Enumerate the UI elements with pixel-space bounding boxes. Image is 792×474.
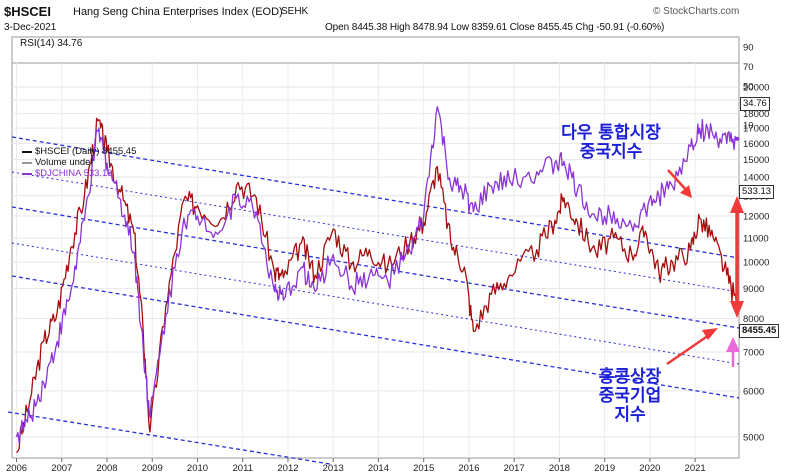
legend-djchina-label: $DJCHINA 533.13 <box>35 168 113 179</box>
arrow-bottom-head <box>702 328 718 340</box>
ohlc-readout: Open 8445.38 High 8478.94 Low 8359.61 Cl… <box>325 22 665 33</box>
annotation-line: 중국기업 <box>598 386 662 406</box>
y-axis: 5000600070008000900010000110001200013000… <box>743 83 769 444</box>
y-tick-label: 8000 <box>743 314 764 325</box>
pink-arrow-head <box>726 337 740 352</box>
channel-line <box>7 411 331 465</box>
y-tick-label: 7000 <box>743 348 764 359</box>
x-tick-label: 2018 <box>549 463 570 474</box>
x-tick-label: 2007 <box>51 463 72 474</box>
arrow-top-head <box>680 185 692 198</box>
rsi-tick-label: 90 <box>743 42 754 53</box>
exchange: SEHK <box>281 6 309 17</box>
x-tick-label: 2016 <box>458 463 479 474</box>
rsi-tick-label: 50 <box>743 82 754 93</box>
y-tick-label: 12000 <box>743 211 769 222</box>
djchina-value-badge: 533.13 <box>739 185 775 199</box>
y-tick-label: 9000 <box>743 284 764 295</box>
y-tick-label: 6000 <box>743 386 764 397</box>
rsi-tick-label: 70 <box>743 62 754 73</box>
y-tick-label: 10000 <box>743 258 769 269</box>
channel-line <box>11 275 740 399</box>
legend-hscei: $HSCEI (Daily) 8455.45 <box>22 146 136 157</box>
x-tick-label: 2020 <box>639 463 660 474</box>
x-axis: 2006 2007 2008 2009 2010 2011 2012 2013 2014 2015… <box>6 458 706 474</box>
annotation-djchina: 다우 통합시장 중국지수 <box>536 124 686 162</box>
y-tick-label: 15000 <box>743 155 769 166</box>
gap-arrow-down <box>730 301 744 318</box>
legend-volume-label: Volume undef <box>35 157 94 168</box>
annotation-hscei: 홍콩상장 중국기업 지수 <box>586 368 674 425</box>
y-tick-label: 11000 <box>743 233 769 244</box>
x-tick-label: 2019 <box>594 463 615 474</box>
annotation-line: 중국지수 <box>579 142 643 162</box>
x-tick-label: 2011 <box>233 463 253 474</box>
annotation-line: 지수 <box>614 405 646 425</box>
x-tick-label: 2013 <box>323 463 344 474</box>
rsi-value-badge: 34.76 <box>740 97 770 111</box>
arrow-top-line <box>667 169 689 193</box>
gap-arrow-up <box>730 196 744 213</box>
legend-volume: Volume undef <box>22 157 136 168</box>
x-tick-label: 2017 <box>504 463 525 474</box>
y-tick-label: 14000 <box>743 173 769 184</box>
annotation-line: 홍콩상장 <box>598 367 662 387</box>
y-tick-label: 17000 <box>743 124 769 135</box>
x-tick-label: 2021 <box>685 463 706 474</box>
index-name: Hang Seng China Enterprises Index (EOD) <box>73 6 283 18</box>
source-credit: © StockCharts.com <box>653 6 740 17</box>
hscei-value-badge: 8455.45 <box>739 324 780 338</box>
symbol: $HSCEI <box>4 4 51 19</box>
annotation-line: 다우 통합시장 <box>561 123 661 143</box>
legend: $HSCEI (Daily) 8455.45 Volume undef $DJC… <box>22 146 136 179</box>
rsi-label: RSI(14) 34.76 <box>20 38 83 49</box>
date: 3-Dec-2021 <box>4 22 57 33</box>
channel-line <box>11 136 740 259</box>
series-hscei-line <box>16 117 738 454</box>
series-last-point <box>735 136 740 141</box>
x-tick-label: 2008 <box>96 463 117 474</box>
x-tick-label: 2006 <box>6 463 27 474</box>
annotation-arrows <box>666 169 744 367</box>
legend-hscei-label: $HSCEI (Daily) 8455.45 <box>35 146 137 157</box>
x-tick-label: 2010 <box>187 463 208 474</box>
y-tick-label: 5000 <box>743 432 764 443</box>
x-tick-label: 2014 <box>368 463 389 474</box>
y-tick-label: 20000 <box>743 83 769 94</box>
legend-djchina: $DJCHINA 533.13 <box>22 168 136 179</box>
x-tick-label: 2015 <box>413 463 434 474</box>
y-tick-label: 16000 <box>743 139 769 150</box>
series-djchina-line <box>15 106 738 444</box>
x-tick-label: 2012 <box>277 463 298 474</box>
arrow-bottom-line <box>666 331 713 366</box>
x-tick-label: 2009 <box>142 463 163 474</box>
rsi-tick-label: 10 <box>743 121 754 132</box>
y-tick-label: 18000 <box>743 109 769 120</box>
